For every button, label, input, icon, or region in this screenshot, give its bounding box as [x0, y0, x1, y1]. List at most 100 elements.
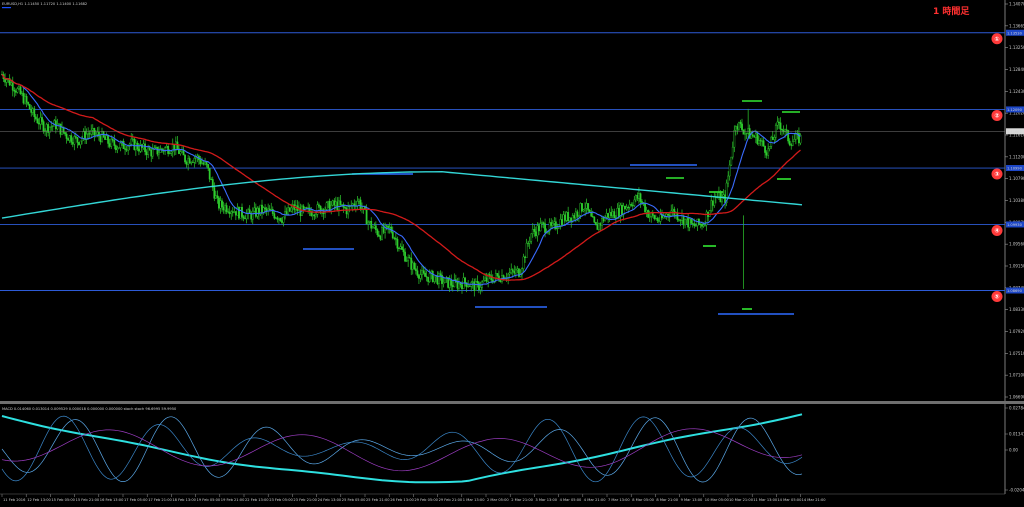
price-tick-label: 1.07920: [1009, 329, 1024, 334]
candle-body: [531, 229, 534, 235]
candle-body: [750, 134, 753, 139]
time-tick-label: 25 Feb 05:00: [342, 498, 366, 502]
candle-body: [70, 135, 73, 143]
level-price-tag: [1006, 165, 1024, 172]
candle-body: [59, 123, 62, 135]
oscillator-tick-label: -0.020469: [1009, 488, 1024, 493]
oscillator-chart[interactable]: MACD 0.014060 0.013014 0.009529 0.000018…: [0, 404, 1024, 503]
candle-body: [184, 154, 186, 163]
candle-body: [630, 204, 633, 206]
oscillator-main-line: [1, 413, 803, 484]
time-tick-label: 14 Mar 05:00: [777, 498, 802, 502]
candle-body: [98, 131, 100, 137]
oscillator-panel[interactable]: MACD 0.014060 0.013014 0.009529 0.000018…: [0, 404, 1024, 503]
time-tick-label: 9 Mar 13:00: [681, 498, 703, 502]
support-resistance-levels[interactable]: 1.13530 ① 1.12090 ② 1.10990 ③ 1.09930 ④ 1.08690 ⑤: [0, 29, 1024, 302]
candle-body: [419, 274, 422, 279]
candle-body: [159, 148, 162, 153]
candle-body: [216, 195, 219, 199]
candle-body: [107, 135, 110, 144]
candle-body: [448, 279, 451, 288]
candle-body: [368, 221, 371, 223]
candle-body: [268, 208, 271, 211]
candle-body: [174, 141, 177, 151]
candle-body: [550, 222, 553, 226]
level-price-tag: [1006, 221, 1024, 228]
candle-body: [564, 214, 566, 221]
candle-body: [45, 124, 48, 131]
candle-body: [684, 219, 686, 226]
time-tick-label: 22 Feb 13:00: [245, 498, 269, 502]
panel-separator[interactable]: [0, 401, 1024, 404]
candle-body: [745, 132, 748, 134]
candle-body: [58, 123, 60, 125]
candle-body: [331, 200, 334, 206]
level-price-tag: [1006, 106, 1024, 113]
candle-body: [778, 121, 780, 124]
candle-body: [739, 121, 742, 125]
candle-body: [627, 206, 630, 208]
price-chart-panel[interactable]: EURUSD,H1 1.11450 1.11720 1.11400 1.1168…: [0, 0, 1024, 401]
candle-body: [598, 223, 600, 230]
candle-body: [313, 214, 316, 217]
candle-body: [79, 140, 82, 145]
level-marker-badge: [991, 168, 1003, 180]
candle-body: [704, 224, 706, 226]
candle-body: [353, 203, 356, 206]
candle-body: [402, 249, 405, 253]
candle-body: [685, 217, 688, 220]
candle-body: [467, 285, 470, 288]
candle-body: [534, 231, 537, 237]
price-tick-label: 1.13665: [1009, 23, 1024, 28]
candle-body: [4, 78, 6, 83]
candle-body: [127, 145, 130, 151]
candle-body: [544, 223, 546, 233]
candle-body: [688, 218, 691, 228]
candle-body: [10, 82, 13, 86]
candle-body: [742, 129, 745, 135]
time-tick-label: 10 Mar 21:00: [729, 498, 754, 502]
candle-body: [513, 271, 516, 274]
candle-body: [379, 235, 382, 240]
candle-body: [671, 208, 674, 212]
ma-short-line: [1, 74, 801, 286]
candle-body: [710, 200, 713, 211]
candle-body: [736, 126, 739, 130]
price-tick-label: 1.12840: [1009, 67, 1024, 72]
candle-body: [381, 227, 383, 240]
candle-body: [705, 211, 708, 226]
candle-body: [314, 214, 317, 217]
candle-body: [38, 122, 40, 125]
candle-body: [584, 208, 586, 211]
candle-body: [333, 200, 336, 206]
candle-body: [144, 143, 146, 152]
candle-body: [699, 223, 702, 225]
oscillator-time-axis: 11 Feb 2016 12 Feb 13:00 15 Feb 05:00 15 Fe…: [0, 493, 1005, 502]
oscillator-signal-line: [1, 428, 803, 472]
candle-body: [533, 229, 536, 232]
time-tick-label: 7 Mar 13:00: [608, 498, 630, 502]
candle-body: [344, 207, 346, 209]
candle-body: [782, 129, 785, 132]
candle-body: [418, 275, 420, 279]
candle-body: [650, 212, 653, 217]
candle-body: [285, 211, 288, 215]
price-axis: 1.14070 1.13665 1.13250 1.12840 1.12430 1.120…: [1005, 2, 1024, 400]
candle-body: [233, 211, 236, 213]
time-tick-label: 19 Feb 21:00: [221, 498, 245, 502]
candle-body: [605, 213, 608, 218]
candle-body: [779, 122, 782, 130]
candle-body: [288, 207, 291, 212]
candle-body: [473, 281, 476, 291]
candle-body: [641, 201, 643, 203]
candle-body: [339, 200, 342, 205]
candle-body: [682, 215, 685, 226]
candle-body: [213, 187, 216, 199]
candle-body: [422, 270, 425, 274]
candle-body: [245, 213, 248, 220]
price-chart[interactable]: EURUSD,H1 1.11450 1.11720 1.11400 1.1168…: [0, 0, 1024, 401]
candle-body: [511, 269, 514, 272]
candle-body: [41, 117, 43, 122]
candle-body: [424, 272, 426, 277]
candle-body: [633, 199, 636, 206]
